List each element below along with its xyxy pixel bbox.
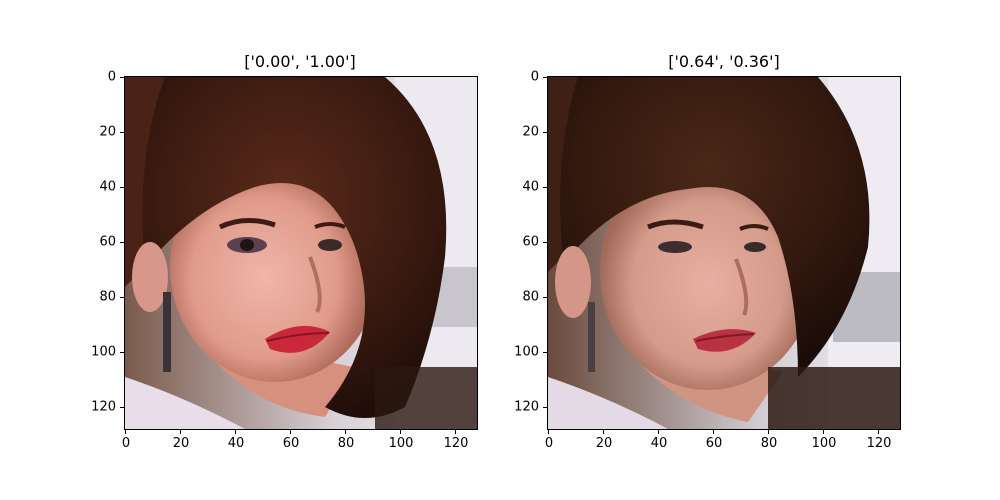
x-tick-label: 20 — [172, 436, 190, 451]
y-tick-label: 100 — [91, 344, 116, 360]
y-tick-label: 20 — [99, 124, 116, 140]
y-tick-label: 0 — [107, 69, 116, 85]
x-tick-label: 40 — [650, 436, 668, 451]
x-tick-label: 60 — [705, 436, 723, 451]
x-tick-label: 0 — [121, 436, 131, 451]
y-tick-label: 120 — [514, 399, 539, 415]
panel-title-left: ['0.00', '1.00'] — [244, 52, 356, 71]
x-tick-label: 120 — [443, 436, 469, 451]
x-tick-label: 80 — [760, 436, 778, 451]
x-tick-label: 20 — [595, 436, 613, 451]
y-tick-label: 100 — [514, 344, 539, 360]
panel-title-right: ['0.64', '0.36'] — [668, 52, 780, 71]
x-tick-label: 60 — [282, 436, 300, 451]
y-tick-label: 20 — [522, 124, 539, 140]
x-tick-label: 100 — [388, 436, 414, 451]
y-tick-label: 0 — [530, 69, 539, 85]
axes-left — [124, 76, 478, 430]
portrait-image-left — [125, 77, 477, 429]
y-tick-label: 40 — [99, 179, 116, 195]
x-tick-label: 0 — [544, 436, 554, 451]
y-tick-label: 40 — [522, 179, 539, 195]
x-tick-label: 40 — [227, 436, 245, 451]
x-tick-label: 80 — [337, 436, 355, 451]
y-tick-label: 80 — [99, 289, 116, 305]
axes-right — [547, 76, 901, 430]
x-tick-label: 100 — [811, 436, 837, 451]
y-tick-label: 60 — [99, 234, 116, 250]
y-tick-label: 60 — [522, 234, 539, 250]
y-tick-label: 120 — [91, 399, 116, 415]
portrait-image-right — [548, 77, 900, 429]
x-tick-label: 120 — [866, 436, 892, 451]
y-tick-label: 80 — [522, 289, 539, 305]
